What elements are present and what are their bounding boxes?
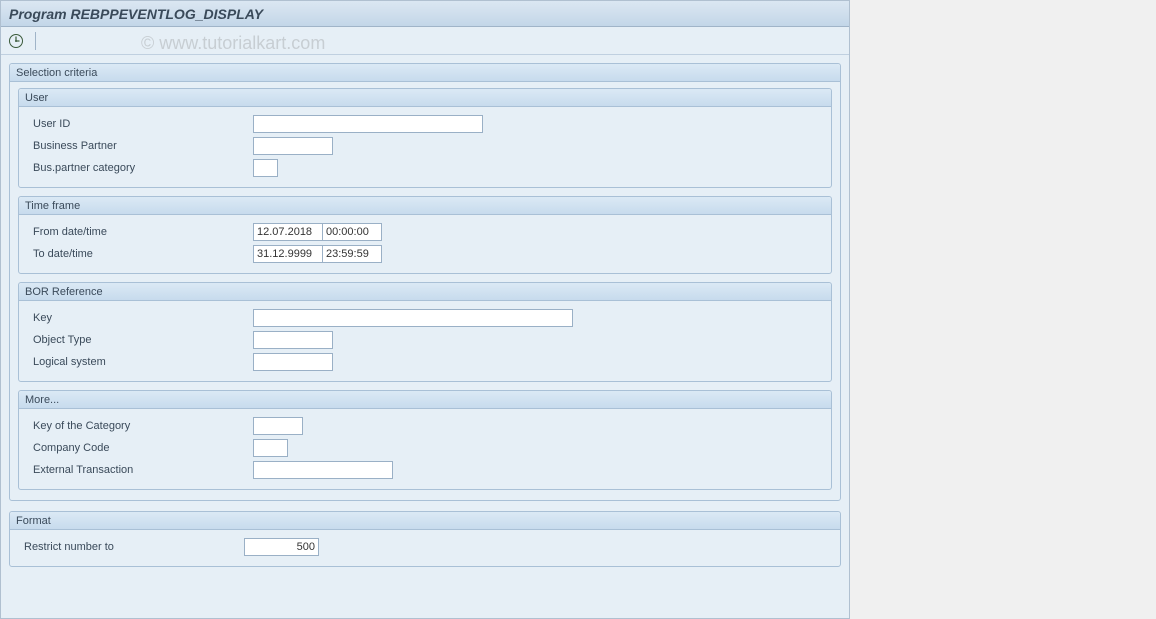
key-input[interactable]	[253, 309, 573, 327]
business-partner-label: Business Partner	[33, 140, 253, 152]
app-window: Program REBPPEVENTLOG_DISPLAY © www.tuto…	[0, 0, 850, 619]
from-date-label: From date/time	[33, 226, 253, 238]
logical-system-label: Logical system	[33, 356, 253, 368]
user-id-input[interactable]	[253, 115, 483, 133]
timeframe-group-header: Time frame	[19, 197, 831, 215]
company-code-input[interactable]	[253, 439, 288, 457]
category-key-input[interactable]	[253, 417, 303, 435]
category-key-label: Key of the Category	[33, 420, 253, 432]
program-title: Program REBPPEVENTLOG_DISPLAY	[9, 6, 263, 22]
field-row: Key of the Category	[27, 415, 823, 437]
selection-criteria-header: Selection criteria	[10, 64, 840, 82]
field-row: To date/time	[27, 243, 823, 265]
format-group-header: Format	[10, 512, 840, 530]
from-time-input[interactable]	[322, 223, 382, 241]
to-time-input[interactable]	[322, 245, 382, 263]
restrict-number-input[interactable]	[244, 538, 319, 556]
object-type-label: Object Type	[33, 334, 253, 346]
execute-icon[interactable]	[7, 32, 25, 50]
to-date-input[interactable]	[253, 245, 323, 263]
bp-category-label: Bus.partner category	[33, 162, 253, 174]
key-label: Key	[33, 312, 253, 324]
user-id-label: User ID	[33, 118, 253, 130]
format-group: Format Restrict number to	[9, 511, 841, 567]
bp-category-input[interactable]	[253, 159, 278, 177]
field-row: Restrict number to	[18, 536, 832, 558]
business-partner-input[interactable]	[253, 137, 333, 155]
logical-system-input[interactable]	[253, 353, 333, 371]
more-group-header: More...	[19, 391, 831, 409]
content-area: Selection criteria User User ID Business…	[1, 55, 849, 575]
external-transaction-input[interactable]	[253, 461, 393, 479]
field-row: Logical system	[27, 351, 823, 373]
object-type-input[interactable]	[253, 331, 333, 349]
selection-criteria-group: Selection criteria User User ID Business…	[9, 63, 841, 501]
title-bar: Program REBPPEVENTLOG_DISPLAY	[1, 1, 849, 27]
more-group: More... Key of the Category Company Code…	[18, 390, 832, 490]
field-row: Business Partner	[27, 135, 823, 157]
toolbar-separator	[35, 32, 36, 50]
timeframe-group: Time frame From date/time To date/time	[18, 196, 832, 274]
user-group: User User ID Business Partner Bus.partne…	[18, 88, 832, 188]
from-date-input[interactable]	[253, 223, 323, 241]
user-group-header: User	[19, 89, 831, 107]
watermark-text: © www.tutorialkart.com	[141, 33, 325, 54]
field-row: Bus.partner category	[27, 157, 823, 179]
field-row: User ID	[27, 113, 823, 135]
field-row: Object Type	[27, 329, 823, 351]
bor-reference-header: BOR Reference	[19, 283, 831, 301]
field-row: External Transaction	[27, 459, 823, 481]
external-transaction-label: External Transaction	[33, 464, 253, 476]
company-code-label: Company Code	[33, 442, 253, 454]
restrict-number-label: Restrict number to	[24, 541, 244, 553]
field-row: Key	[27, 307, 823, 329]
to-date-label: To date/time	[33, 248, 253, 260]
toolbar: © www.tutorialkart.com	[1, 27, 849, 55]
field-row: Company Code	[27, 437, 823, 459]
bor-reference-group: BOR Reference Key Object Type Logical sy…	[18, 282, 832, 382]
field-row: From date/time	[27, 221, 823, 243]
